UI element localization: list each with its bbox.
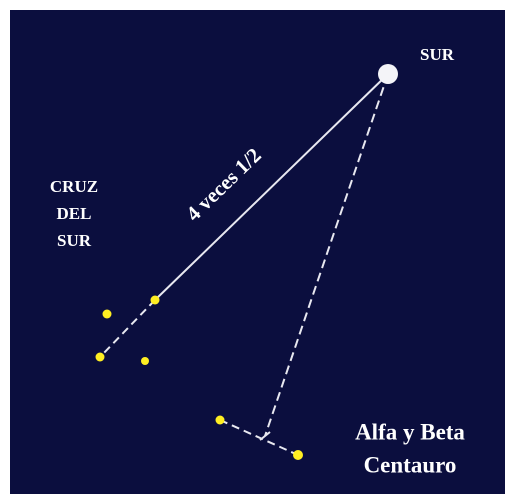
star bbox=[141, 357, 149, 365]
pointers-label: Centauro bbox=[364, 452, 457, 477]
star-map: SUR CRUZ DEL SUR 4 veces 1/2 Alfa y Beta… bbox=[0, 0, 515, 504]
star bbox=[103, 310, 112, 319]
pole-star bbox=[378, 64, 398, 84]
star bbox=[216, 416, 225, 425]
star bbox=[293, 450, 303, 460]
pole-label: SUR bbox=[420, 45, 455, 64]
cross-label: CRUZ bbox=[50, 177, 98, 196]
star bbox=[96, 353, 105, 362]
pointers-label: Alfa y Beta bbox=[355, 419, 465, 444]
cross-label: SUR bbox=[57, 231, 92, 250]
cross-label: DEL bbox=[57, 204, 92, 223]
star bbox=[151, 296, 160, 305]
